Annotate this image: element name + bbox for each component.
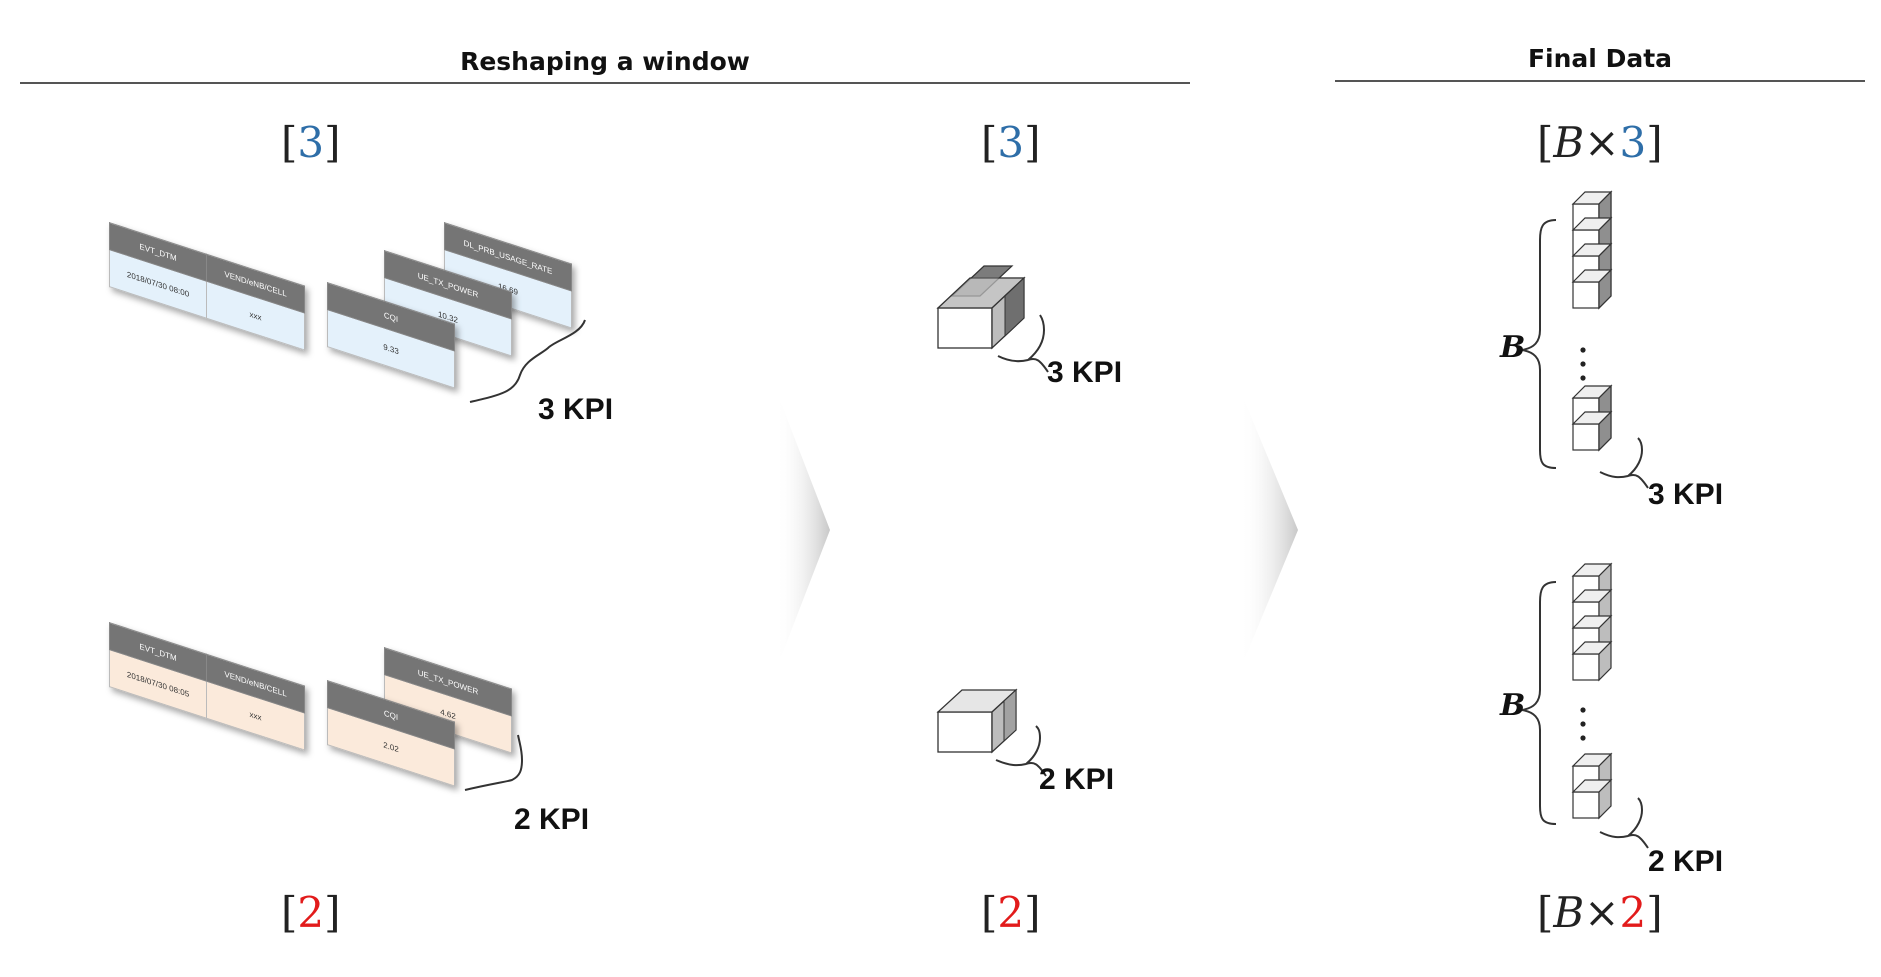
reshaping-header: Reshaping a window (460, 47, 750, 76)
dim-bottom-left: [2] (281, 888, 341, 937)
reshaping-rule (20, 82, 1190, 84)
b-label-top: B (1500, 330, 1526, 365)
left-brace-3kpi (1521, 219, 1557, 469)
arrow-1 (776, 390, 830, 670)
left-brace-2kpi (1521, 581, 1557, 825)
dim-top-middle: [3] (981, 118, 1041, 167)
stack-2kpi-bottom (1572, 753, 1612, 819)
kpi-label-window2: 2 KPI (514, 803, 590, 836)
kpi-label-cube3: 3 KPI (1047, 356, 1123, 389)
final-data-rule (1335, 80, 1865, 82)
cube-block-2kpi (936, 688, 1018, 754)
final-data-header: Final Data (1527, 44, 1673, 73)
kpi-label-stack2: 2 KPI (1648, 845, 1724, 878)
vertical-dots-2kpi (1580, 707, 1586, 741)
stack-3kpi-top (1572, 191, 1612, 309)
brace-window3 (469, 319, 586, 403)
dim-bottom-right: [B×2] (1537, 888, 1663, 937)
dim-bottom-middle: [2] (981, 888, 1041, 937)
arrow-2 (1240, 390, 1298, 670)
cube-block-3kpi (936, 265, 1026, 350)
vertical-dots-3kpi (1580, 347, 1586, 381)
kpi-label-cube2: 2 KPI (1039, 763, 1115, 796)
stack-3kpi-bottom (1572, 385, 1612, 451)
brace-window2 (464, 734, 524, 791)
brace-cube-2kpi (995, 725, 1047, 777)
kpi-label-window3: 3 KPI (538, 393, 614, 426)
brace-stack-3kpi (1599, 437, 1649, 489)
kpi-label-stack3: 3 KPI (1648, 478, 1724, 511)
brace-stack-2kpi (1599, 797, 1649, 849)
dim-top-right: [B×3] (1537, 118, 1663, 167)
dim-top-left: [3] (281, 118, 341, 167)
stack-2kpi-top (1572, 563, 1612, 681)
brace-cube-3kpi (997, 314, 1049, 373)
b-label-bottom: B (1500, 688, 1526, 723)
